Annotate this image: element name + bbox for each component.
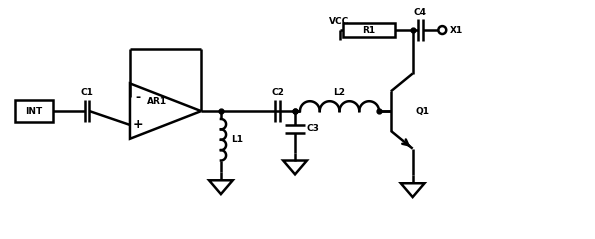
Text: C4: C4: [414, 8, 427, 17]
Text: R1: R1: [362, 26, 375, 35]
Text: X1: X1: [450, 26, 464, 35]
Text: L1: L1: [231, 135, 243, 144]
FancyBboxPatch shape: [343, 23, 395, 37]
FancyBboxPatch shape: [15, 100, 53, 122]
Text: C1: C1: [80, 88, 93, 97]
Text: L2: L2: [334, 88, 346, 97]
Text: Q1: Q1: [416, 107, 430, 116]
Circle shape: [439, 26, 446, 34]
Text: INT: INT: [26, 107, 43, 116]
Text: +: +: [133, 119, 143, 131]
Text: AR1: AR1: [147, 97, 167, 106]
Text: C3: C3: [307, 124, 320, 133]
Text: C2: C2: [271, 88, 284, 97]
Text: VCC: VCC: [330, 17, 350, 26]
Text: -: -: [135, 91, 140, 104]
